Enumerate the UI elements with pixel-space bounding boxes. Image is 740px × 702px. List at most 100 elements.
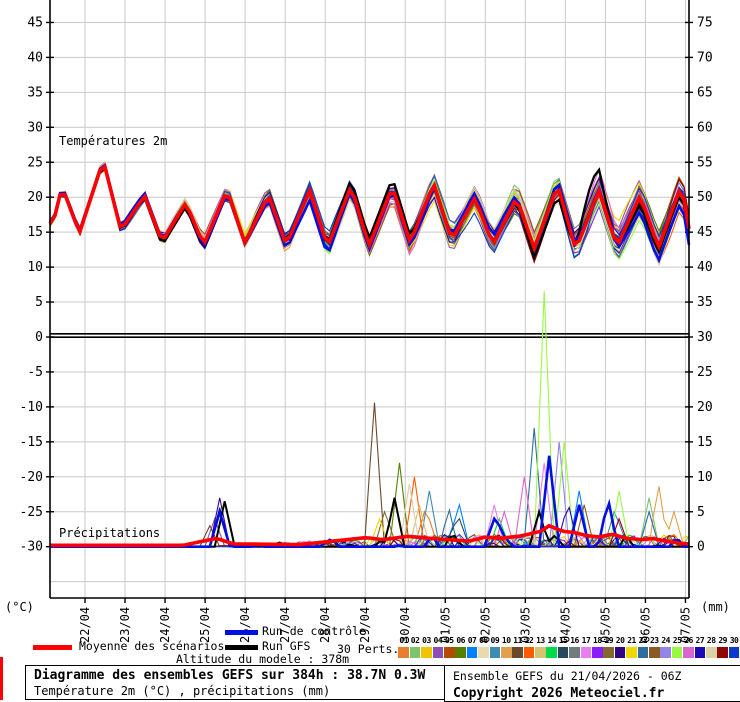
right-tick-label: 35 xyxy=(697,295,713,310)
pert-25-precip-line xyxy=(50,291,689,548)
pert-number: 20 xyxy=(615,636,625,645)
pert-color-swatch xyxy=(717,647,728,658)
left-tick-label: 15 xyxy=(27,225,43,240)
pert-29-legend: 29 xyxy=(717,635,728,658)
pert-03-legend: 03 xyxy=(421,635,432,658)
pert-number: 07 xyxy=(467,636,477,645)
pert-12-legend: 12 xyxy=(523,635,535,658)
right-tick-label: 70 xyxy=(697,50,713,65)
left-tick-label: 0 xyxy=(35,330,43,345)
pert-color-swatch xyxy=(683,647,694,658)
pert-color-swatch xyxy=(569,647,580,658)
right-tick-label: 30 xyxy=(697,330,713,345)
pert-20-legend: 20 xyxy=(614,635,626,658)
pert-01-legend: 01 xyxy=(398,635,409,658)
pert-color-swatch xyxy=(648,647,660,658)
pert-color-swatch xyxy=(489,647,501,658)
pert-25-legend: 25 xyxy=(671,635,683,658)
date-label: 03/05 xyxy=(518,607,532,643)
right-tick-label: 15 xyxy=(697,435,713,450)
date-label: 05/05 xyxy=(598,607,612,643)
precipitation-panel-label: Précipitations xyxy=(59,526,161,540)
pert-color-swatch xyxy=(626,647,637,658)
pert-number: 15 xyxy=(558,636,568,645)
pert-19-legend: 19 xyxy=(603,635,615,658)
pert-number: 14 xyxy=(547,636,557,645)
pert-color-swatch xyxy=(455,647,466,658)
left-tick-label: 5 xyxy=(35,295,43,310)
right-tick-label: 25 xyxy=(697,365,713,380)
pert-09-legend: 09 xyxy=(489,635,501,658)
pert-14-legend: 14 xyxy=(546,635,558,658)
left-tick-label: -10 xyxy=(20,400,43,415)
right-tick-label: 40 xyxy=(697,260,713,275)
date-label: 27/04 xyxy=(278,607,292,643)
chart-title: Diagramme des ensembles GEFS sur 384h : … xyxy=(34,668,426,683)
date-label: 25/04 xyxy=(198,607,212,643)
pert-24-legend: 24 xyxy=(660,635,671,658)
pert-05-legend: 05 xyxy=(443,635,455,658)
copyright-label: Copyright 2026 Meteociel.fr xyxy=(453,686,665,701)
pert-23-legend: 23 xyxy=(648,635,660,658)
pert-07-legend: 07 xyxy=(466,635,478,658)
pert-number: 17 xyxy=(581,636,591,645)
pert-color-swatch xyxy=(512,647,523,658)
pert-number: 25 xyxy=(672,636,682,645)
pert-number: 01 xyxy=(399,636,409,645)
left-tick-label: 35 xyxy=(27,85,43,100)
date-label: 24/04 xyxy=(158,607,172,643)
date-label: 30/04 xyxy=(398,607,412,643)
mean-legend-line xyxy=(33,645,72,650)
pert-number: 23 xyxy=(649,636,659,645)
pert-color-swatch xyxy=(535,647,546,658)
date-label: 02/05 xyxy=(478,607,492,643)
pert-06-legend: 06 xyxy=(455,635,466,658)
pert-color-swatch xyxy=(557,647,569,658)
pert-number: 02 xyxy=(410,636,420,645)
left-tick-label: 25 xyxy=(27,155,43,170)
pert-number: 19 xyxy=(604,636,614,645)
pert-number: 04 xyxy=(433,636,443,645)
pert-color-swatch xyxy=(432,647,444,658)
pert-color-swatch xyxy=(603,647,615,658)
right-tick-label: 45 xyxy=(697,225,713,240)
pert-number: 03 xyxy=(422,636,431,645)
right-axis-unit: (mm) xyxy=(701,600,730,614)
pert-16-legend: 16 xyxy=(569,635,580,658)
left-tick-label: -30 xyxy=(20,540,43,555)
pert-color-swatch xyxy=(398,647,409,658)
pert-number: 11 xyxy=(513,636,522,645)
pert-color-swatch xyxy=(660,647,671,658)
pert-color-swatch xyxy=(580,647,592,658)
pert-18-legend: 18 xyxy=(592,635,603,658)
control-legend-label: Run de contrôle xyxy=(262,624,366,638)
mean-temp-line xyxy=(48,163,691,254)
pert-number: 16 xyxy=(570,636,579,645)
pert-26-legend: 26 xyxy=(683,635,694,658)
gfs-legend-line xyxy=(225,645,258,650)
pert-color-swatch xyxy=(500,647,512,658)
left-tick-label: -5 xyxy=(27,365,43,380)
altitude-note: Altitude du modele : 378m xyxy=(176,652,350,666)
pert-color-swatch xyxy=(728,647,740,658)
pert-color-swatch xyxy=(466,647,478,658)
pert-number: 13 xyxy=(536,636,545,645)
left-tick-label: -25 xyxy=(20,505,43,520)
pert-color-swatch xyxy=(443,647,455,658)
pert-number: 05 xyxy=(444,636,454,645)
pert-color-swatch xyxy=(671,647,683,658)
chart-subtitle: Température 2m (°C) , précipitations (mm… xyxy=(34,684,331,698)
perts-legend-label: 30 Perts. xyxy=(337,642,400,656)
pert-28-legend: 28 xyxy=(705,635,717,658)
left-tick-label: 40 xyxy=(27,50,43,65)
date-label: 28/04 xyxy=(318,607,332,643)
pert-30-legend: 30 xyxy=(728,635,740,658)
pert-number: 09 xyxy=(490,636,500,645)
left-tick-label: 10 xyxy=(27,260,43,275)
date-label: 26/04 xyxy=(238,607,252,643)
pert-17-legend: 17 xyxy=(580,635,592,658)
left-tick-label: 20 xyxy=(27,190,43,205)
pert-number: 29 xyxy=(718,636,727,645)
right-tick-label: 0 xyxy=(697,540,705,555)
pert-10-legend: 10 xyxy=(500,635,512,658)
